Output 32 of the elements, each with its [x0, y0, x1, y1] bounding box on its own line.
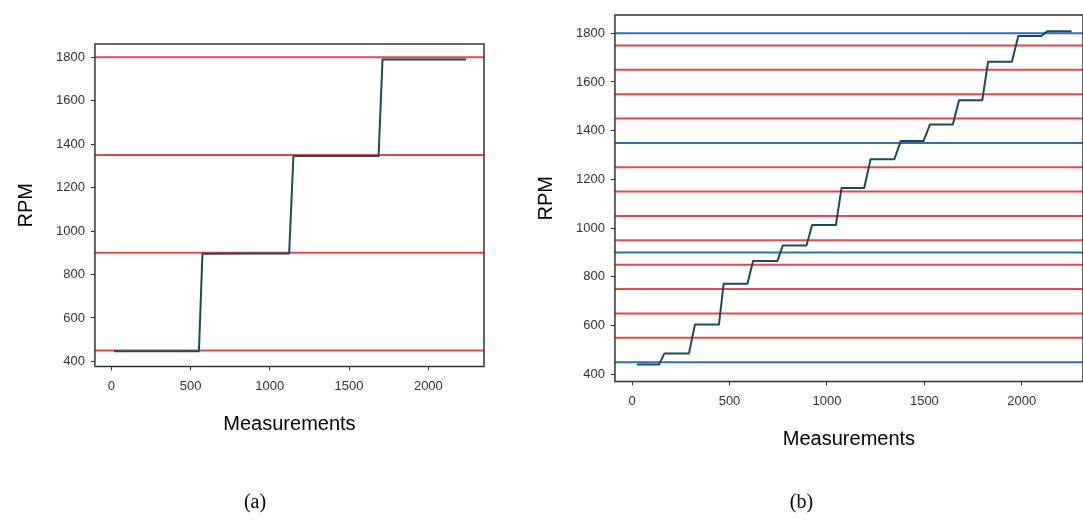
x-tick-label: 1500	[909, 392, 939, 408]
y-tick-label: 1600	[56, 92, 85, 108]
y-tick-label: 1200	[56, 179, 85, 195]
x-tick-label: 2000	[413, 377, 443, 393]
x-axis-title: Measurements	[223, 411, 356, 434]
x-tick-label: 0	[107, 377, 115, 393]
y-tick-label: 600	[583, 317, 605, 333]
y-tick-label: 600	[63, 309, 85, 325]
x-tick-label: 1000	[812, 392, 842, 408]
x-axis-title: Measurements	[782, 426, 916, 449]
text: (b)	[788, 490, 815, 513]
y-axis-title: RPM	[533, 175, 556, 221]
y-tick-label: 400	[63, 352, 85, 368]
x-tick-label: 1000	[255, 377, 285, 393]
y-tick-label: 1800	[576, 24, 605, 40]
y-tick-label: 800	[63, 266, 85, 282]
y-tick-label: 1400	[576, 122, 605, 138]
y-tick-label: 1800	[56, 48, 85, 64]
y-tick-label: 1000	[56, 222, 85, 238]
y-tick-label: 1000	[576, 219, 605, 235]
x-tick-label: 500	[179, 377, 202, 393]
x-tick-label: 2000	[1007, 392, 1037, 408]
y-tick-label: 800	[583, 268, 605, 284]
text: (a)	[242, 490, 268, 513]
y-tick-label: 400	[583, 365, 605, 381]
y-axis-title: RPM	[13, 182, 36, 228]
y-tick-label: 1400	[56, 135, 85, 151]
x-tick-label: 500	[718, 392, 741, 408]
y-tick-label: 1600	[576, 73, 605, 89]
y-tick-label: 1200	[576, 171, 605, 187]
x-tick-label: 1500	[334, 377, 364, 393]
x-tick-label: 0	[628, 392, 636, 408]
